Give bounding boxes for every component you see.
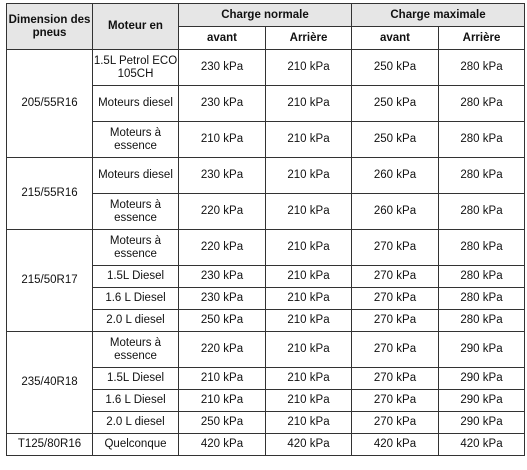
header-charge-normale: Charge normale: [178, 3, 352, 27]
max-front-pressure-cell: 270 kPa: [351, 265, 439, 288]
normal-rear-pressure-cell: 210 kPa: [265, 229, 352, 266]
normal-rear-pressure-cell: 210 kPa: [265, 309, 352, 332]
max-front-pressure-cell: 270 kPa: [351, 367, 439, 390]
max-rear-pressure-cell: 280 kPa: [438, 157, 525, 194]
max-rear-pressure-cell: 290 kPa: [438, 411, 525, 434]
max-front-pressure-cell: 420 kPa: [351, 433, 439, 456]
engine-cell: Moteurs diesel: [92, 157, 179, 194]
engine-cell: Moteurs à essence: [92, 121, 179, 158]
table-row: 2.0 L diesel 250 kPa 210 kPa 270 kPa 290 kPa: [7, 411, 525, 434]
max-rear-pressure-cell: 420 kPa: [438, 433, 525, 456]
max-rear-pressure-cell: 290 kPa: [438, 367, 525, 390]
engine-cell: Moteurs diesel: [92, 85, 179, 122]
normal-rear-pressure-cell: 210 kPa: [265, 121, 352, 158]
engine-cell: 2.0 L diesel: [92, 411, 179, 434]
max-front-pressure-cell: 270 kPa: [351, 411, 439, 434]
normal-rear-pressure-cell: 210 kPa: [265, 49, 352, 86]
normal-rear-pressure-cell: 420 kPa: [265, 433, 352, 456]
tire-pressure-table-container: Dimension des pneus Moteur en Charge nor…: [6, 3, 525, 456]
normal-rear-pressure-cell: 210 kPa: [265, 287, 352, 310]
normal-rear-pressure-cell: 210 kPa: [265, 331, 352, 368]
normal-front-pressure-cell: 230 kPa: [178, 287, 266, 310]
normal-rear-pressure-cell: 210 kPa: [265, 193, 352, 230]
max-front-pressure-cell: 270 kPa: [351, 287, 439, 310]
header-charge-maximale: Charge maximale: [351, 3, 525, 27]
engine-cell: Moteurs à essence: [92, 331, 179, 368]
header-max-arriere: Arrière: [438, 26, 525, 50]
header-max-avant: avant: [351, 26, 439, 50]
engine-cell: 1.6 L Diesel: [92, 287, 179, 310]
max-front-pressure-cell: 260 kPa: [351, 193, 439, 230]
max-rear-pressure-cell: 280 kPa: [438, 193, 525, 230]
max-rear-pressure-cell: 280 kPa: [438, 49, 525, 86]
max-front-pressure-cell: 270 kPa: [351, 389, 439, 412]
table-row: 1.5L Diesel 210 kPa 210 kPa 270 kPa 290 kPa: [7, 367, 525, 390]
max-front-pressure-cell: 270 kPa: [351, 331, 439, 368]
engine-cell: Moteurs à essence: [92, 193, 179, 230]
normal-front-pressure-cell: 230 kPa: [178, 49, 266, 86]
table-row: 235/40R18 Moteurs à essence 220 kPa 210 kPa…: [6, 331, 525, 434]
table-row: 1.5L Diesel 230 kPa 210 kPa 270 kPa 280 kPa: [7, 265, 525, 288]
tire-dimension-cell: 215/50R17: [6, 229, 93, 332]
normal-rear-pressure-cell: 210 kPa: [265, 157, 352, 194]
normal-rear-pressure-cell: 210 kPa: [265, 85, 352, 122]
tire-dimension-cell: T125/80R16: [6, 433, 93, 456]
table-body: 205/55R16 1.5L Petrol ECO 105CH 230 kPa 210…: [6, 49, 525, 456]
table-row: 215/55R16 Moteurs diesel 230 kPa 210 kPa 260…: [6, 157, 525, 230]
max-front-pressure-cell: 270 kPa: [351, 309, 439, 332]
max-rear-pressure-cell: 290 kPa: [438, 331, 525, 368]
normal-front-pressure-cell: 230 kPa: [178, 265, 266, 288]
max-rear-pressure-cell: 280 kPa: [438, 121, 525, 158]
max-rear-pressure-cell: 280 kPa: [438, 309, 525, 332]
max-front-pressure-cell: 250 kPa: [351, 85, 439, 122]
normal-front-pressure-cell: 210 kPa: [178, 389, 266, 412]
normal-front-pressure-cell: 210 kPa: [178, 121, 266, 158]
table-row: Moteurs diesel 230 kPa 210 kPa 250 kPa 280 k…: [7, 85, 525, 122]
tire-dimension-cell: 205/55R16: [6, 49, 93, 158]
max-rear-pressure-cell: 280 kPa: [438, 229, 525, 266]
normal-rear-pressure-cell: 210 kPa: [265, 265, 352, 288]
normal-rear-pressure-cell: 210 kPa: [265, 389, 352, 412]
table-row: 205/55R16 1.5L Petrol ECO 105CH 230 kPa 210…: [6, 49, 525, 158]
max-rear-pressure-cell: 280 kPa: [438, 85, 525, 122]
normal-front-pressure-cell: 250 kPa: [178, 411, 266, 434]
normal-front-pressure-cell: 220 kPa: [178, 229, 266, 266]
engine-cell: 1.5L Diesel: [92, 367, 179, 390]
max-front-pressure-cell: 270 kPa: [351, 229, 439, 266]
normal-front-pressure-cell: 230 kPa: [178, 157, 266, 194]
engine-cell: 1.5L Petrol ECO 105CH: [92, 49, 179, 86]
normal-front-pressure-cell: 230 kPa: [178, 85, 266, 122]
max-front-pressure-cell: 250 kPa: [351, 121, 439, 158]
normal-front-pressure-cell: 220 kPa: [178, 193, 266, 230]
header-moteur: Moteur en: [92, 3, 179, 50]
engine-cell: Quelconque: [92, 433, 179, 456]
max-rear-pressure-cell: 280 kPa: [438, 265, 525, 288]
normal-front-pressure-cell: 420 kPa: [178, 433, 266, 456]
tire-dimension-cell: 235/40R18: [6, 331, 93, 434]
table-row: 215/50R17 Moteurs à essence 220 kPa 210 kPa…: [6, 229, 525, 332]
tire-dimension-cell: 215/55R16: [6, 157, 93, 230]
header-dimension: Dimension des pneus: [6, 3, 93, 50]
max-front-pressure-cell: 260 kPa: [351, 157, 439, 194]
engine-cell: Moteurs à essence: [92, 229, 179, 266]
table-row: T125/80R16 Quelconque 420 kPa 420 kPa 420 kP…: [6, 433, 525, 456]
max-rear-pressure-cell: 280 kPa: [438, 287, 525, 310]
max-front-pressure-cell: 250 kPa: [351, 49, 439, 86]
engine-cell: 1.5L Diesel: [92, 265, 179, 288]
normal-rear-pressure-cell: 210 kPa: [265, 411, 352, 434]
engine-cell: 1.6 L Diesel: [92, 389, 179, 412]
normal-front-pressure-cell: 220 kPa: [178, 331, 266, 368]
header-normal-avant: avant: [178, 26, 266, 50]
normal-front-pressure-cell: 250 kPa: [178, 309, 266, 332]
engine-cell: 2.0 L diesel: [92, 309, 179, 332]
normal-rear-pressure-cell: 210 kPa: [265, 367, 352, 390]
tire-pressure-table: Dimension des pneus Moteur en Charge nor…: [6, 3, 525, 456]
max-rear-pressure-cell: 290 kPa: [438, 389, 525, 412]
normal-front-pressure-cell: 210 kPa: [178, 367, 266, 390]
table-header: Dimension des pneus Moteur en Charge nor…: [6, 3, 525, 50]
header-normal-arriere: Arrière: [265, 26, 352, 50]
